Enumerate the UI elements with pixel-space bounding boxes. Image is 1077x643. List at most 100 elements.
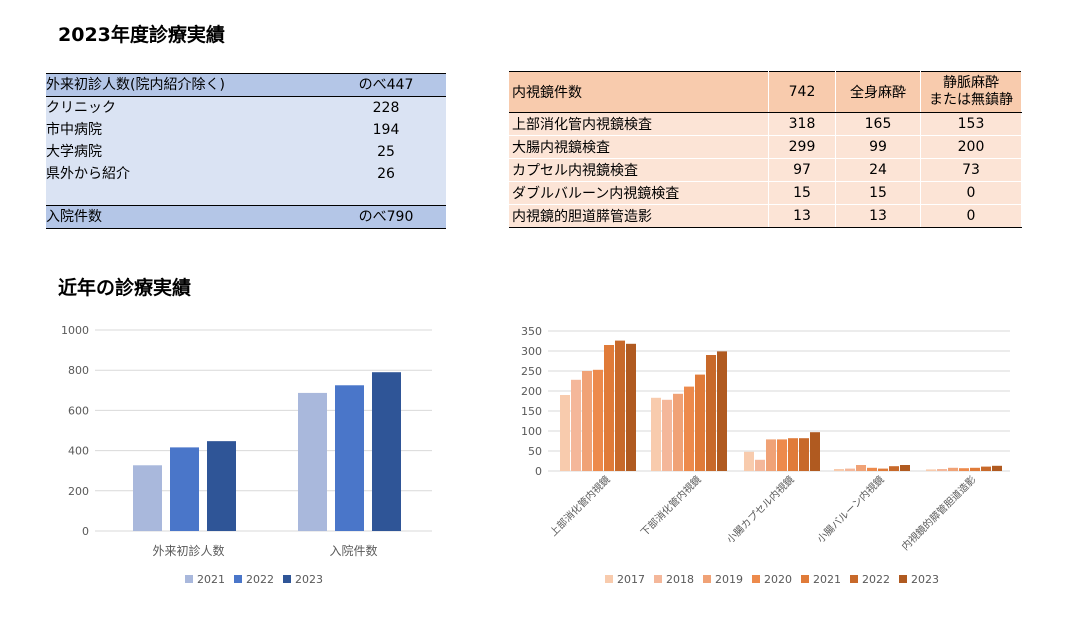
- row-label: 上部消化管内視鏡検査: [509, 112, 769, 136]
- admission-row: 入院件数 のべ790: [46, 205, 446, 229]
- bar: [755, 459, 765, 471]
- bar: [170, 447, 199, 531]
- endoscopy-header-general: 全身麻酔: [835, 71, 921, 113]
- legend-label: 2023: [911, 573, 939, 586]
- table-row: ダブルバルーン内視鏡検査 15 15 0: [509, 181, 1022, 205]
- row-label: クリニック: [46, 100, 116, 116]
- bar: [717, 351, 727, 471]
- y-tick-label: 250: [521, 365, 542, 378]
- y-tick-label: 100: [521, 425, 542, 438]
- row-value: 228: [372, 100, 400, 116]
- legend-swatch: [752, 575, 760, 583]
- bar: [673, 393, 683, 471]
- bar: [777, 439, 787, 471]
- bar: [856, 465, 866, 471]
- bar: [959, 468, 969, 471]
- bar: [593, 369, 603, 471]
- bar: [810, 432, 820, 471]
- bar: [662, 399, 672, 471]
- title-recent-performance: 近年の診療実績: [58, 277, 192, 299]
- legend-label: 2019: [715, 573, 743, 586]
- outpatient-header-label: 外来初診人数(院内紹介除く): [46, 77, 225, 93]
- admission-value: のべ790: [358, 209, 414, 225]
- y-tick-label: 350: [521, 325, 542, 338]
- y-tick-label: 300: [521, 345, 542, 358]
- x-tick-label: 下部消化管内視鏡: [638, 473, 704, 539]
- table-row: 県外から紹介 26: [46, 163, 446, 185]
- bar: [372, 372, 401, 531]
- row-general: 99: [835, 135, 921, 159]
- table-row: クリニック 228: [46, 97, 446, 119]
- bar: [207, 441, 236, 531]
- bar: [615, 340, 625, 471]
- table-row: 大腸内視鏡検査 299 99 200: [509, 135, 1022, 159]
- outpatient-header-value: のべ447: [358, 77, 414, 93]
- row-value: 25: [377, 144, 395, 160]
- y-tick-label: 800: [68, 364, 89, 377]
- legend-label: 2017: [617, 573, 645, 586]
- bar: [684, 386, 694, 471]
- legend-swatch: [283, 575, 291, 583]
- bar: [766, 439, 776, 471]
- y-tick-label: 400: [68, 445, 89, 458]
- row-general: 165: [835, 112, 921, 136]
- bar: [604, 345, 614, 471]
- bar: [970, 467, 980, 471]
- legend-swatch: [234, 575, 242, 583]
- row-total: 299: [768, 135, 836, 159]
- row-label: ダブルバルーン内視鏡検査: [509, 181, 769, 205]
- bar: [937, 469, 947, 471]
- row-sedation: 73: [920, 158, 1022, 182]
- y-tick-label: 200: [521, 385, 542, 398]
- legend-label: 2021: [197, 573, 225, 586]
- bar: [992, 465, 1002, 471]
- legend-label: 2022: [862, 573, 890, 586]
- row-label: 市中病院: [46, 122, 102, 138]
- bar: [582, 371, 592, 471]
- legend-swatch: [654, 575, 662, 583]
- bar: [926, 469, 936, 471]
- legend-swatch: [185, 575, 193, 583]
- legend-label: 2021: [813, 573, 841, 586]
- bar: [867, 467, 877, 471]
- bar: [626, 343, 636, 471]
- row-value: 194: [372, 122, 400, 138]
- bar: [706, 355, 716, 471]
- bar: [744, 451, 754, 471]
- bar: [900, 465, 910, 471]
- admission-label: 入院件数: [46, 209, 102, 225]
- bar: [948, 467, 958, 471]
- y-tick-label: 50: [528, 445, 542, 458]
- y-tick-label: 0: [82, 525, 89, 538]
- legend-swatch: [605, 575, 613, 583]
- row-total: 97: [768, 158, 836, 182]
- legend-label: 2020: [764, 573, 792, 586]
- outpatient-table: 外来初診人数(院内紹介除く) のべ447 クリニック 228 市中病院 194 …: [46, 73, 446, 208]
- legend-label: 2018: [666, 573, 694, 586]
- bar: [834, 469, 844, 471]
- bar: [889, 466, 899, 471]
- row-sedation: 0: [920, 181, 1022, 205]
- row-sedation: 153: [920, 112, 1022, 136]
- bar: [788, 438, 798, 471]
- row-label: 県外から紹介: [46, 166, 130, 182]
- table-row: 上部消化管内視鏡検査 318 165 153: [509, 112, 1022, 136]
- x-tick-label: 外来初診人数: [152, 543, 224, 558]
- endoscopy-header-row: 内視鏡件数 742 全身麻酔 静脈麻酔 または無鎮静: [509, 71, 1022, 113]
- bar: [981, 466, 991, 471]
- row-label: カプセル内視鏡検査: [509, 158, 769, 182]
- sedation-line2: または無鎮静: [929, 92, 1013, 108]
- y-tick-label: 1000: [61, 324, 89, 337]
- legend-label: 2023: [295, 573, 323, 586]
- legend-swatch: [801, 575, 809, 583]
- y-tick-label: 200: [68, 485, 89, 498]
- row-label: 大腸内視鏡検査: [509, 135, 769, 159]
- endoscopy-table: 内視鏡件数 742 全身麻酔 静脈麻酔 または無鎮静 上部消化管内視鏡検査 31…: [509, 71, 1022, 228]
- bar: [651, 397, 661, 471]
- outpatient-header-row: 外来初診人数(院内紹介除く) のべ447: [46, 73, 446, 97]
- table-row: 内視鏡的胆道膵管造影 13 13 0: [509, 204, 1022, 228]
- x-tick-label: 小腸カプセル内視鏡: [724, 473, 797, 546]
- bar: [335, 385, 364, 531]
- row-total: 318: [768, 112, 836, 136]
